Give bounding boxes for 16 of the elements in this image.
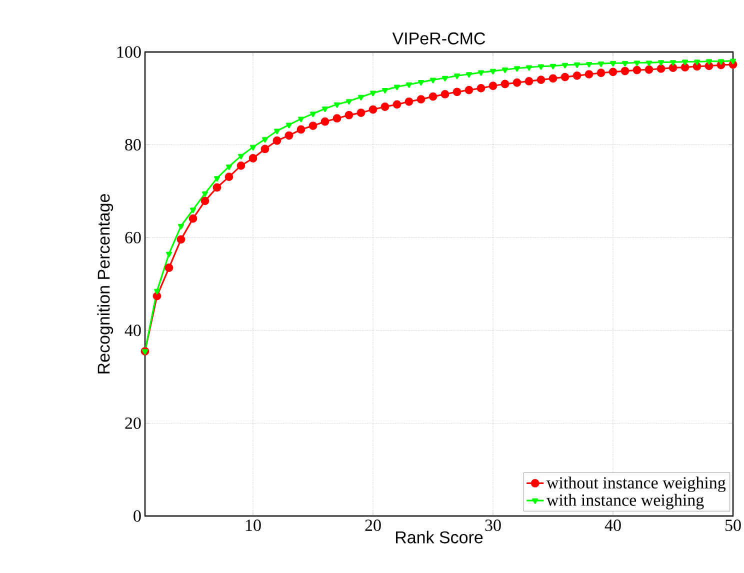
y-tick-label: 60 xyxy=(125,232,141,244)
x-tick-label: 30 xyxy=(485,520,501,532)
y-tick-label: 80 xyxy=(125,139,141,151)
y-tick-label: 100 xyxy=(117,46,141,58)
y-tick-label: 40 xyxy=(124,324,141,336)
x-tick-label: 10 xyxy=(246,520,261,532)
x-tick-label: 20 xyxy=(365,520,381,532)
legend-label: with instance weighing xyxy=(546,494,704,510)
y-tick-label: 0 xyxy=(134,510,141,522)
x-axis-title: Rank Score xyxy=(396,530,483,544)
y-tick-label: 20 xyxy=(125,417,141,429)
x-tick-label: 50 xyxy=(725,520,741,532)
y-axis-title: Recognition Percentage xyxy=(97,194,114,374)
legend-label: without instance weighing xyxy=(546,476,726,492)
chart-title: VIPeR-CMC xyxy=(392,32,486,44)
x-tick-label: 40 xyxy=(604,520,621,532)
